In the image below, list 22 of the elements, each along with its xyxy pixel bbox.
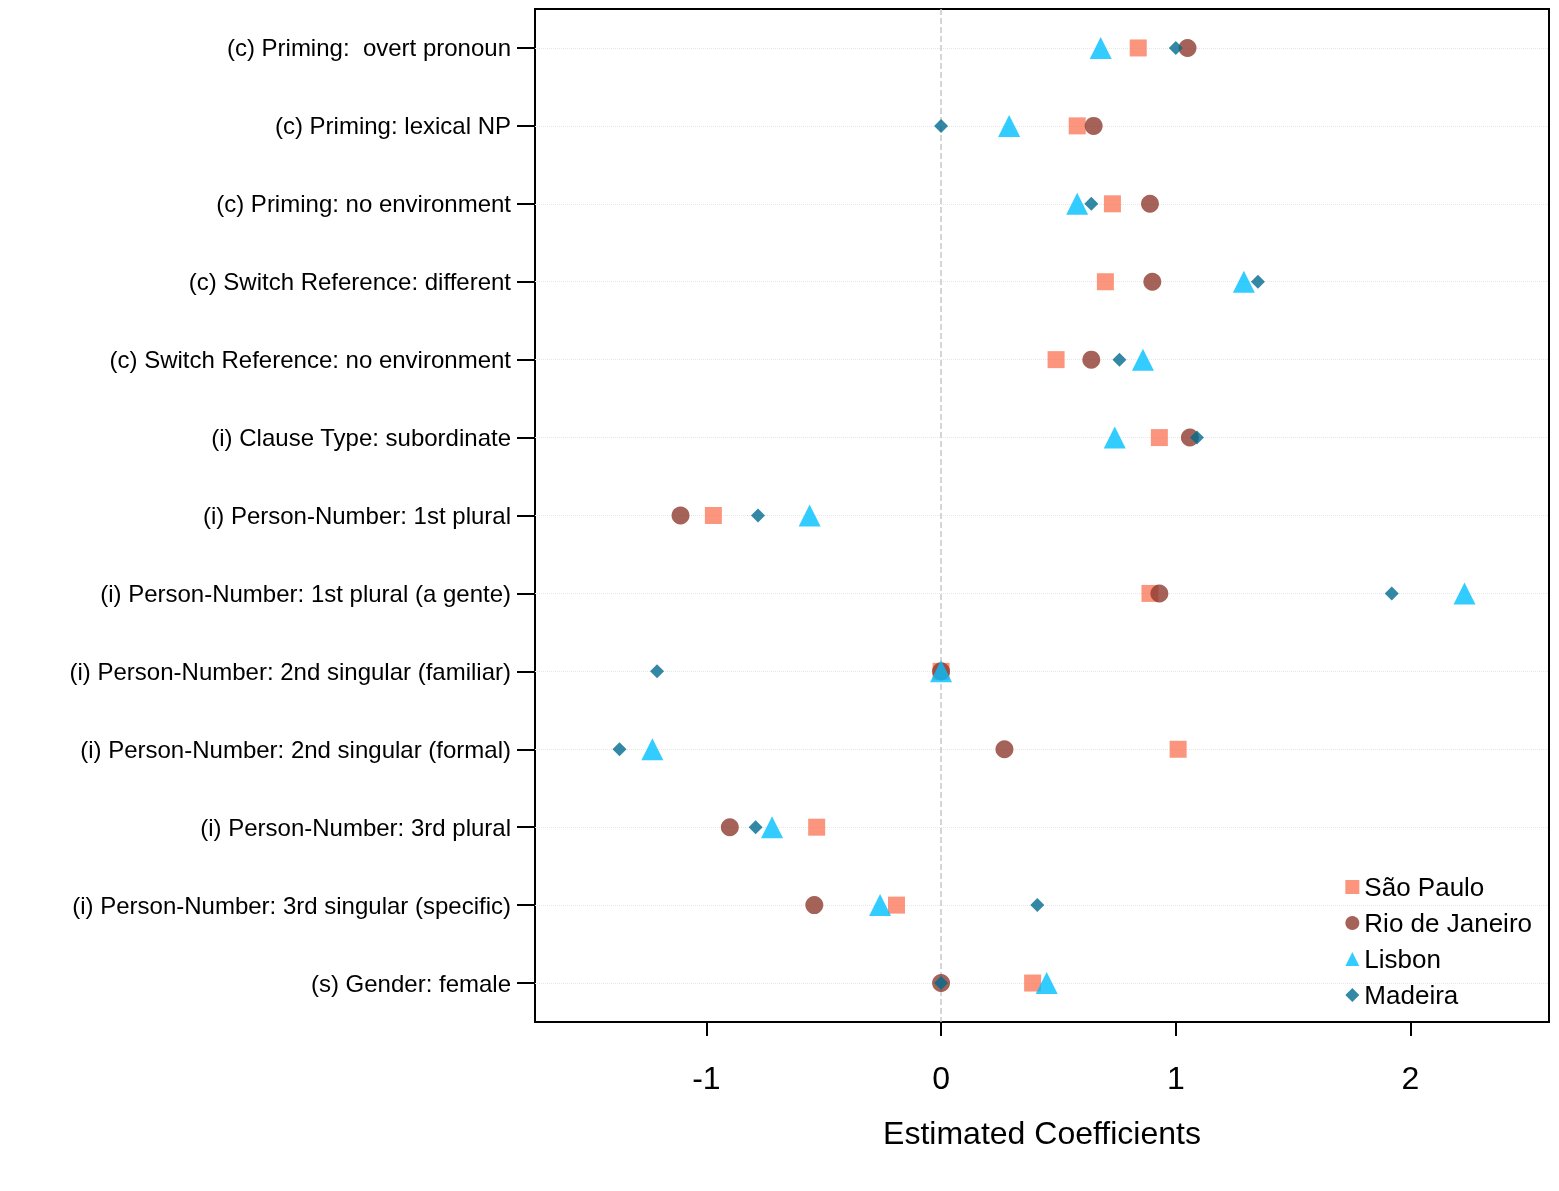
x-tick-label: 0 [932,1060,950,1096]
y-tick-label: (i) Person-Number: 2nd singular (familiar) [69,657,511,685]
y-tick-label: (i) Person-Number: 2nd singular (formal) [80,735,511,763]
y-tick-label: (i) Person-Number: 3rd singular (specific) [72,891,511,919]
y-tick-label: (i) Person-Number: 3rd plural [200,813,511,841]
y-tick-label: (i) Person-Number: 1st plural (a gente) [100,579,511,607]
legend-label: São Paulo [1364,872,1485,902]
legend-label: Madeira [1364,980,1459,1010]
y-tick-label: (c) Switch Reference: no environment [109,346,512,374]
legend-label: Rio de Janeiro [1364,908,1532,938]
y-tick-label: (c) Priming: no environment [216,190,512,218]
legend-label: Lisbon [1364,944,1441,974]
y-tick-label: (i) Person-Number: 1st plural [202,502,511,529]
y-tick-label: (c) Priming: overt pronoun [226,34,511,62]
x-axis-title: Estimated Coefficients [883,1115,1201,1151]
x-tick-label: -1 [692,1060,721,1096]
y-tick-label: (c) Switch Reference: different [188,268,512,296]
x-tick-label: 2 [1401,1060,1420,1096]
y-tick-label: (s) Gender: female [310,969,511,997]
y-tick-label: (i) Clause Type: subordinate [211,424,511,452]
y-tick-label: (c) Priming: lexical NP [274,112,511,140]
x-tick-label: 1 [1166,1060,1185,1096]
